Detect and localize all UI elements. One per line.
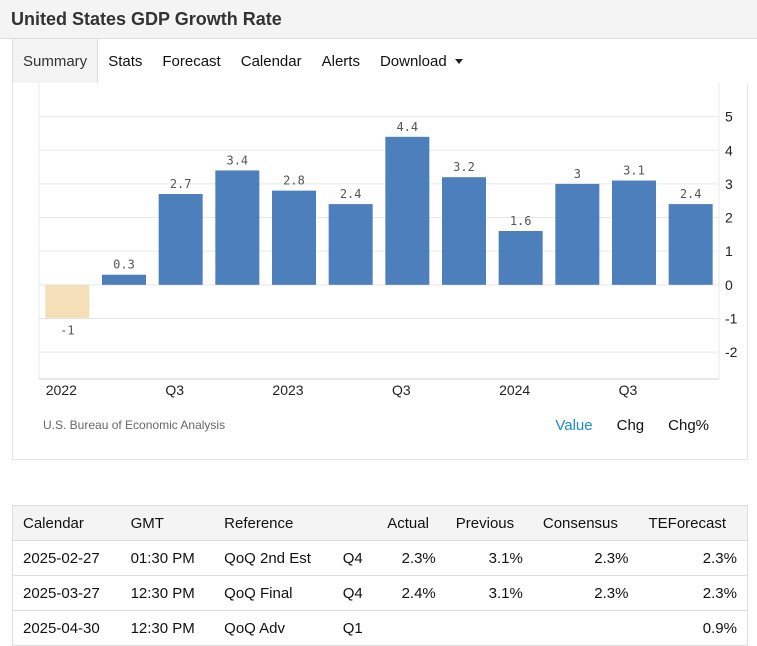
bar (555, 183, 600, 285)
chart-panel: 5 4 3 2 1 0 -1 -2 -1 0.3 2.7 3.4 2.8 2.4 4.4 3.2 1.6 3 3.1… (12, 83, 748, 460)
cell-reference[interactable]: QoQ 2nd Est (214, 540, 333, 576)
bar-value-label: -1 (60, 323, 74, 337)
cell-actual (377, 610, 446, 646)
col-previous[interactable]: Previous (445, 505, 533, 541)
bar (328, 204, 373, 285)
y-tick-label: -1 (725, 310, 738, 326)
cell-gmt: 01:30 PM (120, 540, 215, 576)
bar (45, 284, 90, 319)
page-title: United States GDP Growth Rate (11, 9, 282, 29)
bar (442, 177, 486, 285)
bar-value-label: 2.8 (283, 174, 305, 188)
col-teforecast[interactable]: TEForecast (638, 505, 748, 541)
cell-date: 2025-02-27 (12, 540, 121, 576)
bar (668, 204, 713, 285)
cell-actual: 2.4% (377, 575, 446, 611)
bar (215, 170, 260, 285)
cell-teforecast: 0.9% (638, 610, 748, 646)
bar-value-label: 3.4 (226, 153, 248, 167)
cell-actual: 2.3% (377, 540, 446, 576)
calendar-table: Calendar GMT Reference Actual Previous C… (12, 505, 748, 646)
y-tick-label: 4 (725, 142, 733, 158)
bar-value-label: 2.7 (170, 177, 192, 191)
bar (102, 274, 146, 285)
tab-stats-label: Stats (108, 52, 143, 70)
y-tick-label: 5 (725, 109, 733, 125)
gdp-bar-chart: 5 4 3 2 1 0 -1 -2 -1 0.3 2.7 3.4 2.8 2.4 4.4 3.2 1.6 3 3.1… (38, 83, 738, 398)
cell-consensus (532, 610, 639, 646)
cell-reference[interactable]: QoQ Final (214, 575, 333, 611)
cell-date: 2025-04-30 (12, 610, 121, 646)
toggle-chg[interactable]: Chg (616, 417, 645, 434)
col-reference[interactable]: Reference (214, 505, 333, 541)
bar-value-label: 0.3 (113, 258, 135, 272)
table-row: 2025-03-27 12:30 PM QoQ Final Q4 2.4% 3.… (12, 575, 748, 611)
table-row: 2025-02-27 01:30 PM QoQ 2nd Est Q4 2.3% … (12, 540, 748, 576)
tab-bar: Summary Stats Forecast Calendar Alerts D… (12, 39, 757, 83)
x-tick-label: Q3 (619, 382, 638, 398)
toggle-chg-percent[interactable]: Chg% (668, 417, 709, 434)
cell-date: 2025-03-27 (12, 575, 121, 611)
cell-teforecast: 2.3% (638, 540, 748, 576)
calendar-header-row: Calendar GMT Reference Actual Previous C… (12, 505, 748, 541)
x-tick-label: Q3 (165, 382, 184, 398)
tab-calendar[interactable]: Calendar (231, 39, 312, 83)
bar-value-label: 2.4 (680, 187, 702, 201)
tab-stats[interactable]: Stats (98, 39, 152, 83)
bar (612, 180, 656, 285)
y-tick-label: -2 (725, 344, 738, 360)
y-tick-label: 0 (725, 277, 733, 293)
x-tick-label: Q3 (392, 382, 411, 398)
tab-download[interactable]: Download (370, 39, 473, 83)
col-gmt[interactable]: GMT (120, 505, 215, 541)
tab-summary-label: Summary (23, 52, 88, 70)
y-tick-label: 2 (725, 210, 733, 226)
bar (498, 231, 543, 285)
cell-period: Q1 (332, 610, 378, 646)
bar-value-label: 1.6 (510, 214, 532, 228)
chart-source: U.S. Bureau of Economic Analysis (43, 418, 226, 432)
tab-calendar-label: Calendar (240, 52, 302, 70)
y-tick-label: 1 (725, 243, 733, 259)
col-period (332, 505, 378, 541)
cell-previous: 3.1% (445, 540, 533, 576)
title-bar: United States GDP Growth Rate (0, 0, 757, 39)
cell-previous (445, 610, 533, 646)
bar-value-label: 3.2 (453, 160, 475, 174)
col-actual[interactable]: Actual (377, 505, 446, 541)
tab-forecast[interactable]: Forecast (152, 39, 230, 83)
tab-summary[interactable]: Summary (12, 39, 99, 83)
toggle-value[interactable]: Value (555, 417, 593, 434)
bar (385, 136, 430, 285)
bar (272, 190, 316, 285)
tab-alerts[interactable]: Alerts (312, 39, 370, 83)
bar (158, 194, 203, 285)
x-tick-label: 2022 (46, 382, 77, 398)
col-consensus[interactable]: Consensus (532, 505, 639, 541)
col-calendar[interactable]: Calendar (12, 505, 121, 541)
cell-consensus: 2.3% (532, 575, 639, 611)
cell-period: Q4 (332, 575, 378, 611)
chart-value-toggles: Value Chg Chg% (555, 417, 709, 434)
bar-value-label: 3 (574, 167, 581, 181)
table-row: 2025-04-30 12:30 PM QoQ Adv Q1 0.9% (12, 610, 748, 646)
bar-value-label: 4.4 (396, 120, 418, 134)
caret-down-icon (454, 58, 463, 64)
y-tick-label: 3 (725, 176, 733, 192)
tab-download-label: Download (379, 52, 447, 70)
x-tick-label: 2023 (272, 382, 303, 398)
x-tick-label: 2024 (499, 382, 530, 398)
tab-forecast-label: Forecast (162, 52, 221, 70)
cell-gmt: 12:30 PM (120, 575, 215, 611)
cell-gmt: 12:30 PM (120, 610, 215, 646)
tab-alerts-label: Alerts (321, 52, 360, 70)
cell-period: Q4 (332, 540, 378, 576)
bar-value-label: 2.4 (340, 187, 362, 201)
cell-previous: 3.1% (445, 575, 533, 611)
bar-value-label: 3.1 (623, 164, 645, 178)
cell-teforecast: 2.3% (638, 575, 748, 611)
cell-reference[interactable]: QoQ Adv (214, 610, 333, 646)
cell-consensus: 2.3% (532, 540, 639, 576)
